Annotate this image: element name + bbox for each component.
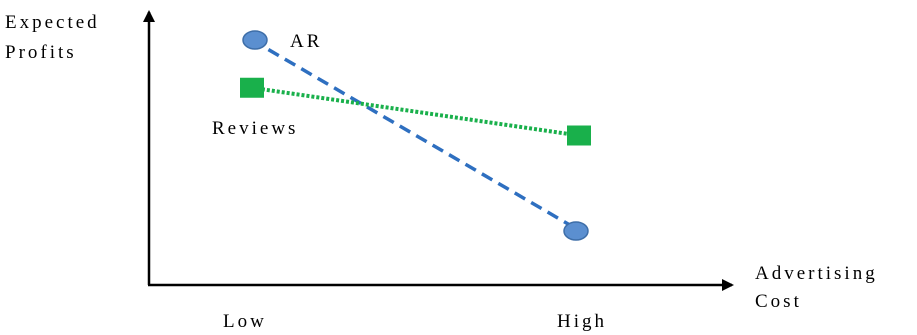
data-point-ar-low bbox=[242, 30, 268, 50]
y-axis-label-line-1: Expected bbox=[5, 12, 100, 33]
data-point-reviews-low bbox=[240, 77, 264, 98]
series-line-ar bbox=[251, 38, 576, 230]
data-point-ar-high bbox=[563, 221, 589, 241]
series-line-reviews bbox=[251, 85, 580, 138]
series-label-ar: AR bbox=[290, 31, 322, 52]
x-tick-label-high: High bbox=[557, 311, 607, 332]
x-axis-label-line-1: Advertising bbox=[755, 263, 878, 284]
y-axis-label-line-2: Profits bbox=[5, 42, 77, 63]
x-tick-label-low: Low bbox=[223, 311, 267, 332]
data-point-reviews-high bbox=[567, 125, 591, 146]
x-axis-label-line-2: Cost bbox=[755, 291, 802, 312]
series-label-reviews: Reviews bbox=[212, 118, 298, 139]
